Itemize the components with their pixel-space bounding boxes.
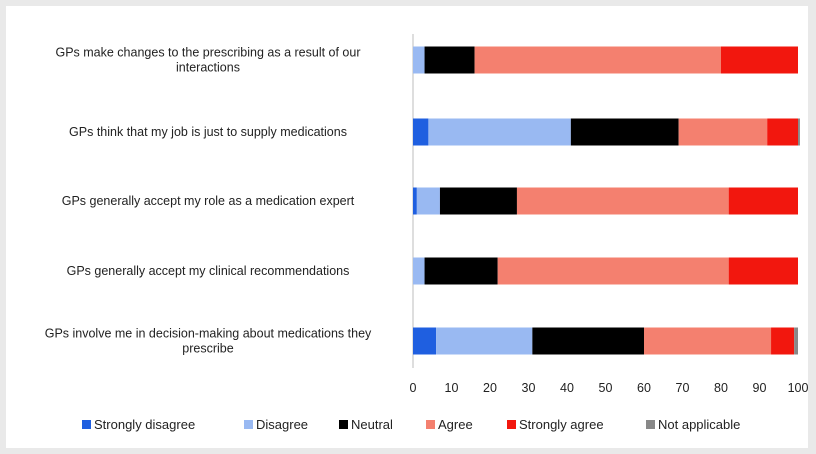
bar-segment [570, 118, 679, 146]
x-tick-label: 40 [560, 381, 574, 395]
legend-label: Agree [438, 417, 473, 432]
legend-swatch [244, 420, 253, 429]
bar-segment [428, 118, 571, 146]
category-label: GPs involve me in decision-making about … [45, 327, 372, 341]
legend-label: Disagree [256, 417, 308, 432]
bar-segment [413, 327, 437, 355]
category-label: GPs think that my job is just to supply … [69, 125, 347, 139]
bar-segment [794, 327, 798, 355]
bar-segment [413, 46, 425, 74]
legend-swatch [426, 420, 435, 429]
category-labels: GPs make changes to the prescribing as a… [45, 46, 372, 356]
legend-swatch [646, 420, 655, 429]
bar-segment [416, 187, 440, 215]
legend-label: Not applicable [658, 417, 740, 432]
x-tick-label: 20 [483, 381, 497, 395]
bar-segment [439, 187, 517, 215]
x-tick-label: 60 [637, 381, 651, 395]
bar-segment [798, 118, 800, 146]
bar-segment [474, 46, 721, 74]
bar-segment [728, 187, 798, 215]
bar-segment [721, 46, 798, 74]
x-tick-label: 0 [410, 381, 417, 395]
x-tick-label: 30 [522, 381, 536, 395]
x-tick-label: 10 [445, 381, 459, 395]
bar-segment [644, 327, 772, 355]
x-tick-label: 80 [714, 381, 728, 395]
bars [413, 46, 800, 355]
legend-swatch [339, 420, 348, 429]
bar-segment [516, 187, 729, 215]
category-label: prescribe [182, 342, 233, 356]
bar-segment [678, 118, 768, 146]
x-tick-label: 50 [599, 381, 613, 395]
bar-segment [413, 257, 425, 285]
bar-segment [728, 257, 798, 285]
bar-segment [497, 257, 729, 285]
category-label: GPs make changes to the prescribing as a… [55, 46, 360, 60]
bar-segment [767, 118, 798, 146]
bar-segment [413, 118, 429, 146]
legend-label: Strongly disagree [94, 417, 195, 432]
bar-segment [771, 327, 795, 355]
chart-frame: GPs make changes to the prescribing as a… [6, 6, 808, 448]
stacked-bar-chart: GPs make changes to the prescribing as a… [45, 34, 808, 432]
x-tick-label: 90 [753, 381, 767, 395]
legend-label: Neutral [351, 417, 393, 432]
x-tick-label: 100 [788, 381, 808, 395]
legend-swatch [82, 420, 91, 429]
x-tick-label: 70 [676, 381, 690, 395]
category-label: interactions [176, 61, 240, 75]
bar-segment [424, 46, 475, 74]
bar-segment [436, 327, 533, 355]
legend-label: Strongly agree [519, 417, 604, 432]
legend-swatch [507, 420, 516, 429]
legend: Strongly disagree Disagree Neutral Agree Str… [82, 417, 740, 432]
bar-segment [532, 327, 644, 355]
category-label: GPs generally accept my clinical recomme… [67, 264, 350, 278]
x-tick-labels: 0 10 20 30 40 50 60 70 80 90 100 [410, 381, 808, 395]
bar-segment [413, 187, 417, 215]
bar-segment [424, 257, 498, 285]
category-label: GPs generally accept my role as a medica… [62, 194, 355, 208]
